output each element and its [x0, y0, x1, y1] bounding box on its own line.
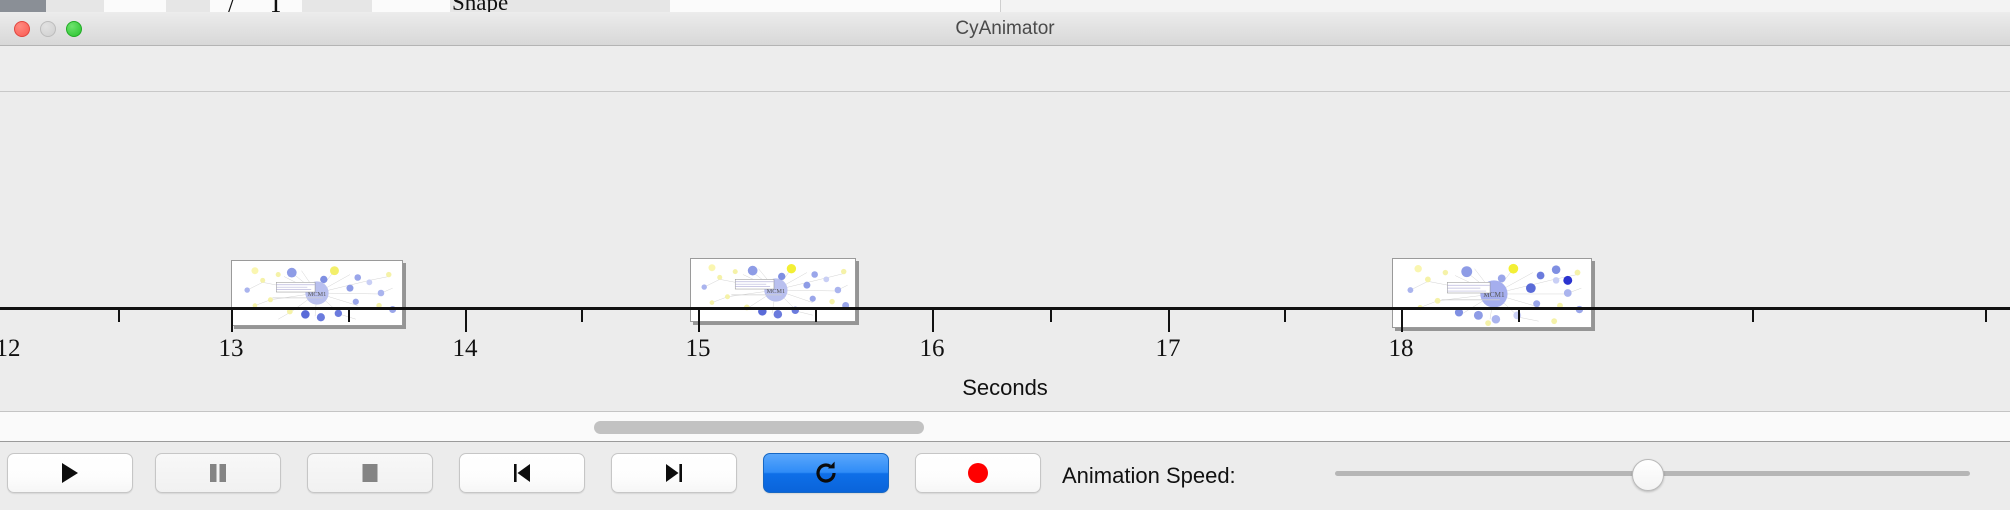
title-bar: CyAnimator — [0, 12, 2010, 46]
axis-tick-minor — [118, 310, 120, 322]
record-button[interactable] — [915, 453, 1041, 493]
minimize-window-button[interactable] — [40, 21, 56, 37]
axis-tick-minor — [815, 310, 817, 322]
svg-text:MCM1: MCM1 — [767, 288, 786, 295]
axis-tick-label: 17 — [1155, 335, 1181, 362]
play-button[interactable] — [7, 453, 133, 493]
timeline-scrollbar[interactable] — [0, 412, 2010, 442]
skip-back-icon — [514, 464, 530, 482]
toolbar: + Clear All Frames — [0, 46, 2010, 136]
svg-text:MCM1: MCM1 — [1483, 291, 1505, 299]
stop-icon — [362, 464, 378, 482]
axis-title: Seconds — [962, 375, 1048, 400]
axis-tick-minor — [1518, 310, 1520, 322]
pause-icon — [210, 464, 226, 482]
axis-tick-minor — [1985, 310, 1987, 322]
pause-button[interactable] — [155, 453, 281, 493]
stop-button[interactable] — [307, 453, 433, 493]
axis-tick-label: 14 — [452, 335, 478, 362]
axis-tick-major — [1401, 310, 1403, 332]
axis-tick-label: 18 — [1388, 335, 1414, 362]
axis-tick-label: 15 — [685, 335, 711, 362]
axis-tick-minor — [1050, 310, 1052, 322]
network-thumbnail: MCM1 — [233, 261, 401, 325]
animation-speed-label: Animation Speed: — [1062, 463, 1236, 488]
timeline-frame-2[interactable]: MCM1 — [690, 258, 856, 322]
animation-speed-slider-thumb[interactable] — [1632, 459, 1664, 491]
background-window-chrome: / T Shape — [0, 0, 2010, 14]
loop-button[interactable] — [763, 453, 889, 493]
record-icon — [968, 463, 988, 483]
time-axis: 12 13 14 15 16 17 18 Seconds — [0, 307, 2010, 412]
traffic-lights — [14, 21, 82, 37]
transport-bar: Animation Speed: — [0, 443, 2010, 510]
axis-line — [0, 307, 2010, 310]
axis-tick-minor — [1284, 310, 1286, 322]
background-window-text: Shape — [452, 0, 509, 14]
network-thumbnail: MCM1 — [692, 259, 854, 321]
axis-tick-minor — [348, 310, 350, 322]
axis-tick-major — [1168, 310, 1170, 332]
timeline-frame-1[interactable]: MCM1 — [231, 260, 403, 326]
axis-tick-minor — [581, 310, 583, 322]
next-frame-button[interactable] — [611, 453, 737, 493]
timeline-frame-3[interactable]: MCM1 — [1392, 258, 1592, 328]
axis-tick-major — [231, 310, 233, 332]
axis-tick-label: 16 — [919, 335, 945, 362]
zoom-window-button[interactable] — [66, 21, 82, 37]
axis-tick-major — [698, 310, 700, 332]
frames-track[interactable]: MCM1 — [0, 92, 2010, 328]
axis-tick-label: 12 — [0, 335, 21, 362]
window-title: CyAnimator — [955, 18, 1055, 39]
svg-text:MCM1: MCM1 — [308, 291, 327, 298]
prev-frame-button[interactable] — [459, 453, 585, 493]
network-thumbnail: MCM1 — [1394, 259, 1590, 327]
axis-tick-label: 13 — [218, 335, 244, 362]
axis-tick-major — [932, 310, 934, 332]
scrollbar-thumb[interactable] — [594, 421, 924, 434]
loop-icon — [816, 461, 836, 483]
play-icon — [62, 463, 78, 483]
axis-tick-major — [465, 310, 467, 332]
skip-forward-icon — [666, 464, 682, 482]
close-window-button[interactable] — [14, 21, 30, 37]
axis-tick-minor — [1752, 310, 1754, 322]
timeline-panel[interactable]: MCM1 — [0, 92, 2010, 412]
